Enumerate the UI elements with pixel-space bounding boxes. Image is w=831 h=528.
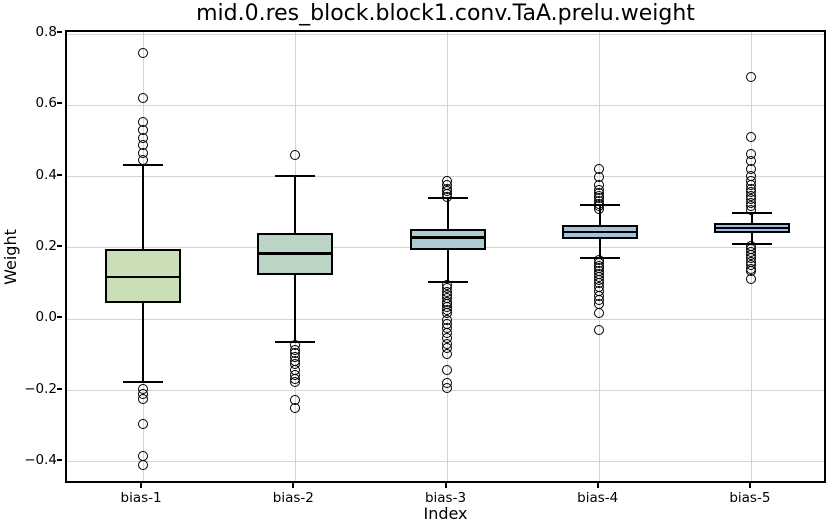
outlier-point [289, 150, 300, 161]
whisker-cap [275, 174, 316, 177]
outlier-point [594, 307, 605, 318]
outlier-point [441, 364, 452, 375]
x-tick-label: bias-2 [272, 490, 314, 506]
outlier-point [137, 93, 148, 104]
x-tick-label: bias-3 [424, 490, 467, 506]
whisker-line [142, 165, 145, 249]
box-bias-1 [105, 248, 182, 304]
median-line [713, 226, 790, 230]
y-tick-mark [57, 244, 62, 247]
x-tick-label: bias-5 [729, 490, 771, 506]
outlier-point [137, 154, 148, 165]
outlier-point [137, 459, 148, 470]
median-line [257, 252, 334, 255]
outlier-point [746, 274, 757, 285]
y-gridline [67, 33, 824, 35]
x-tick-mark [140, 483, 143, 488]
median-line [409, 236, 486, 239]
whisker-line [750, 213, 753, 224]
box-bias-3 [409, 228, 486, 251]
whisker-line [446, 250, 449, 283]
outlier-point [137, 418, 148, 429]
chart-title: mid.0.res_block.block1.conv.TaA.prelu.we… [196, 1, 695, 26]
outlier-point [289, 402, 300, 413]
outlier-point [137, 394, 148, 405]
outlier-point [441, 383, 452, 394]
x-tick-mark [748, 483, 751, 488]
whisker-line [598, 239, 601, 258]
outlier-point [594, 203, 605, 214]
outlier-point [289, 377, 300, 388]
whisker-line [446, 198, 449, 229]
x-tick-mark [444, 483, 447, 488]
outlier-point [137, 48, 148, 59]
whisker-cap [123, 164, 164, 167]
plot-area [65, 30, 826, 483]
y-tick-mark [57, 458, 62, 461]
outlier-point [746, 204, 757, 215]
x-tick-label: bias-1 [120, 490, 162, 506]
median-line [561, 230, 638, 234]
y-gridline [67, 104, 824, 106]
y-tick-label: −0.2 [24, 380, 57, 397]
whisker-line [294, 175, 297, 233]
y-tick-mark [57, 387, 62, 390]
whisker-cap [123, 380, 164, 383]
x-tick-label: bias-4 [577, 490, 619, 506]
outlier-point [746, 71, 757, 82]
y-tick-mark [57, 31, 62, 34]
y-gridline [67, 461, 824, 463]
median-line [105, 275, 182, 279]
whisker-line [142, 303, 145, 382]
y-tick-label: 0.6 [35, 95, 57, 112]
y-tick-label: 0.4 [35, 166, 57, 183]
y-tick-label: 0.0 [35, 309, 57, 326]
outlier-point [746, 132, 757, 143]
x-axis-label: Index [423, 504, 468, 523]
y-tick-mark [57, 102, 62, 105]
whisker-line [750, 233, 753, 244]
y-tick-mark [57, 173, 62, 176]
outlier-point [441, 349, 452, 360]
y-tick-label: 0.2 [35, 237, 57, 254]
y-tick-label: 0.8 [35, 24, 57, 41]
outlier-point [441, 191, 452, 202]
whisker-line [294, 275, 297, 342]
x-tick-mark [292, 483, 295, 488]
x-tick-mark [596, 483, 599, 488]
y-tick-label: −0.4 [24, 451, 57, 468]
whisker-line [598, 205, 601, 225]
y-tick-mark [57, 316, 62, 319]
outlier-point [594, 324, 605, 335]
